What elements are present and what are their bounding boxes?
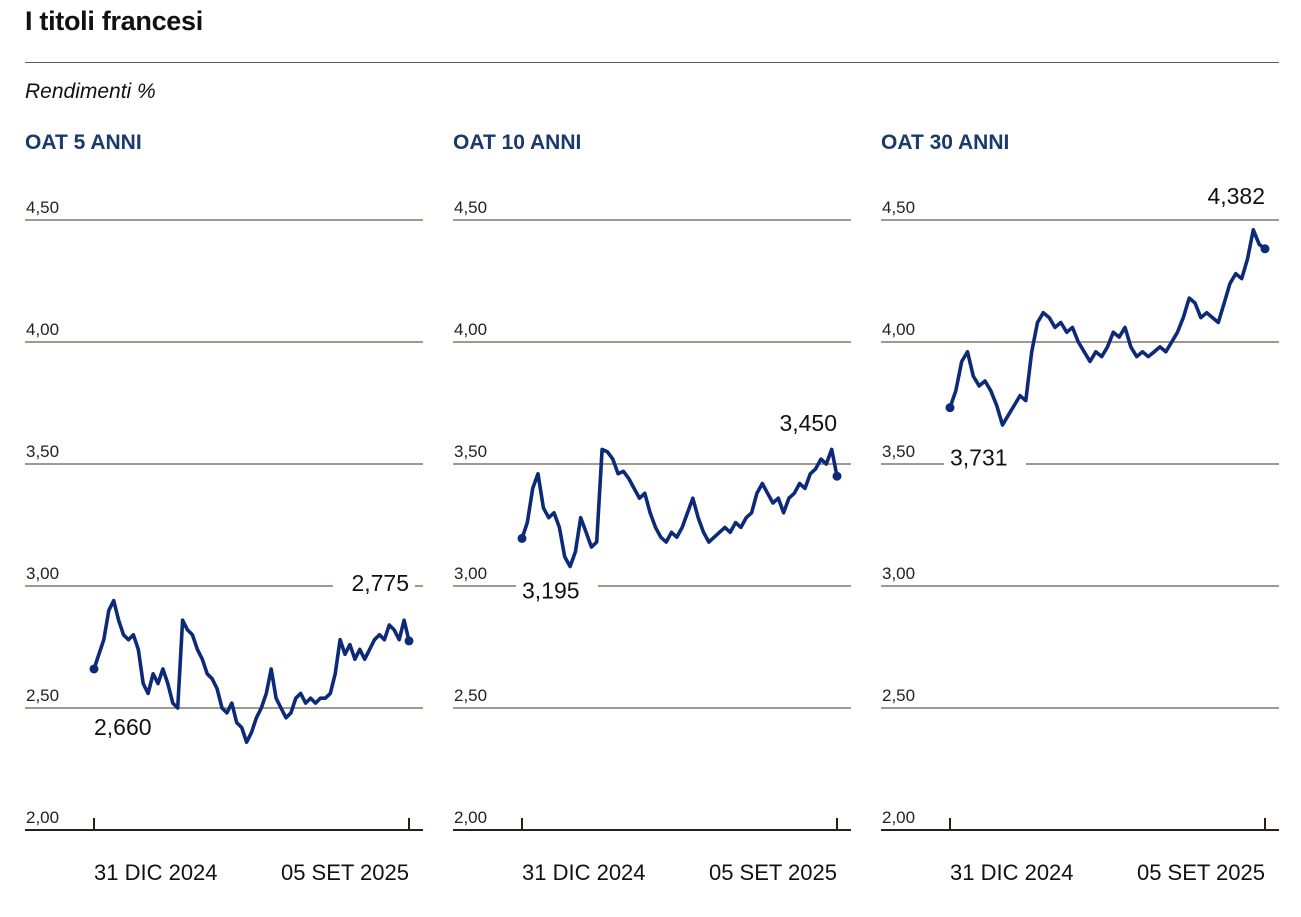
y-tick-label: 3,00	[26, 564, 59, 583]
end-label-bg	[761, 409, 843, 438]
y-tick-label: 4,50	[454, 198, 487, 217]
start-label-bg	[88, 712, 170, 741]
start-value-label: 3,195	[522, 577, 580, 603]
x-tick-label: 31 DIC 2024	[94, 860, 218, 885]
start-label-bg	[516, 576, 598, 605]
y-tick-label: 2,00	[26, 808, 59, 827]
x-tick-label: 31 DIC 2024	[522, 860, 646, 885]
start-value-label: 2,660	[94, 714, 152, 740]
chart-title-oat-5: OAT 5 ANNI	[25, 131, 142, 154]
start-label-bg	[944, 443, 1026, 472]
y-tick-label: 3,50	[26, 442, 59, 461]
end-value-label: 3,450	[779, 410, 837, 436]
series-line	[92, 598, 411, 745]
series-line	[520, 447, 839, 569]
y-tick-label: 2,00	[882, 808, 915, 827]
start-value-label: 3,731	[950, 445, 1008, 471]
y-tick-label: 3,00	[454, 564, 487, 583]
y-tick-label: 4,00	[882, 320, 915, 339]
end-label-bg	[333, 568, 415, 597]
y-tick-label: 4,50	[882, 198, 915, 217]
chart-title-oat-10: OAT 10 ANNI	[453, 131, 582, 154]
y-tick-label: 3,50	[454, 442, 487, 461]
start-point	[517, 533, 527, 543]
end-point	[1260, 244, 1270, 254]
x-tick-label: 31 DIC 2024	[950, 860, 1074, 885]
end-value-label: 4,382	[1207, 183, 1265, 209]
y-tick-label: 3,50	[882, 442, 915, 461]
y-tick-label: 4,50	[26, 198, 59, 217]
page-title: I titoli francesi	[25, 6, 203, 36]
end-value-label: 2,775	[351, 570, 409, 596]
y-tick-label: 2,50	[454, 686, 487, 705]
y-tick-label: 2,50	[882, 686, 915, 705]
page-subtitle: Rendimenti %	[25, 80, 156, 103]
y-tick-label: 3,00	[882, 564, 915, 583]
series-line	[948, 228, 1267, 427]
chart-title-oat-30: OAT 30 ANNI	[881, 131, 1010, 154]
x-tick-label: 05 SET 2025	[1137, 860, 1265, 885]
y-tick-label: 2,00	[454, 808, 487, 827]
start-point	[945, 403, 955, 413]
y-tick-label: 4,00	[454, 320, 487, 339]
start-point	[89, 664, 99, 674]
end-label-bg	[1189, 181, 1271, 210]
x-tick-label: 05 SET 2025	[709, 860, 837, 885]
end-point	[832, 471, 842, 481]
y-tick-label: 4,00	[26, 320, 59, 339]
end-point	[404, 636, 414, 646]
title-divider	[25, 62, 1279, 63]
x-tick-label: 05 SET 2025	[281, 860, 409, 885]
y-tick-label: 2,50	[26, 686, 59, 705]
